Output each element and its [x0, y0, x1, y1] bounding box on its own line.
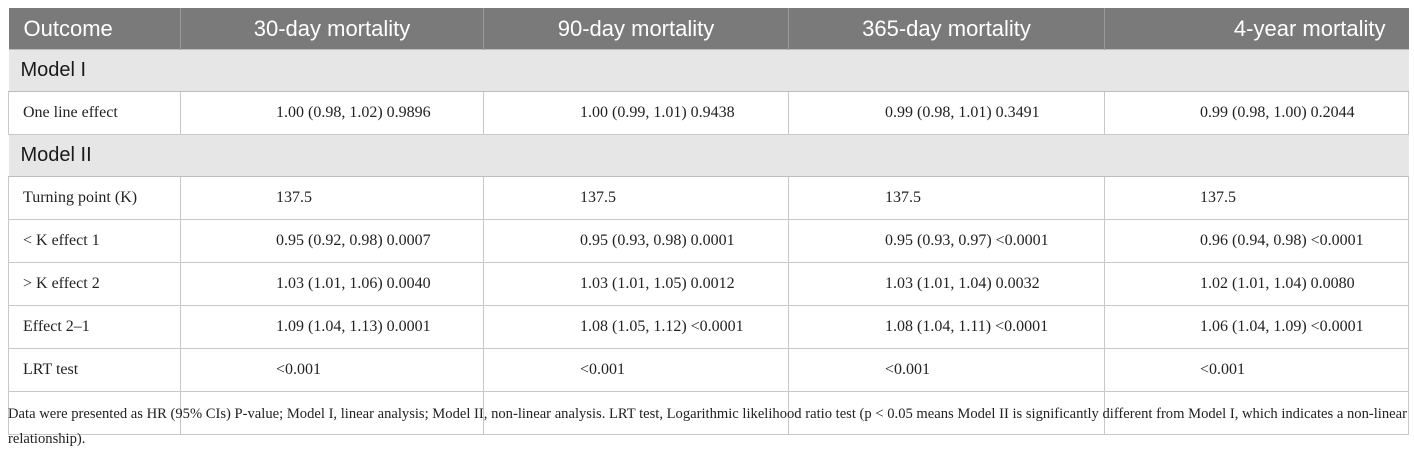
table-row: < K effect 1 0.95 (0.92, 0.98) 0.0007 0.… [8, 219, 1409, 263]
header-365-day: 365-day mortality [788, 8, 1105, 50]
cell-90-day: 1.03 (1.01, 1.05) 0.0012 [483, 262, 789, 306]
header-outcome: Outcome [8, 8, 181, 50]
row-label: Effect 2–1 [8, 305, 181, 349]
cell-4-year: 0.96 (0.94, 0.98) <0.0001 [1104, 219, 1409, 263]
cell-365-day [788, 391, 1105, 435]
cell-30-day: 1.09 (1.04, 1.13) 0.0001 [180, 305, 484, 349]
row-label: Turning point (K) [8, 176, 181, 220]
table-row: > K effect 2 1.03 (1.01, 1.06) 0.0040 1.… [8, 262, 1409, 306]
table-row [8, 391, 1409, 435]
cell-365-day: 1.08 (1.04, 1.11) <0.0001 [788, 305, 1105, 349]
cell-30-day: 0.95 (0.92, 0.98) 0.0007 [180, 219, 484, 263]
header-4-year: 4-year mortality [1104, 8, 1409, 50]
cell-4-year: 137.5 [1104, 176, 1409, 220]
cell-4-year [1104, 391, 1409, 435]
row-label [8, 391, 181, 435]
cell-90-day: 1.00 (0.99, 1.01) 0.9438 [483, 91, 789, 135]
header-row: Outcome 30-day mortality 90-day mortalit… [8, 8, 1409, 50]
section-title: Model I [8, 49, 1409, 92]
header-30-day: 30-day mortality [180, 8, 484, 50]
results-table: Outcome 30-day mortality 90-day mortalit… [8, 8, 1409, 435]
cell-4-year: <0.001 [1104, 348, 1409, 392]
table-row: Turning point (K) 137.5 137.5 137.5 137.… [8, 176, 1409, 220]
cell-90-day [483, 391, 789, 435]
section-row-model-ii: Model II [8, 134, 1409, 177]
table-row: LRT test <0.001 <0.001 <0.001 <0.001 [8, 348, 1409, 392]
section-title: Model II [8, 134, 1409, 177]
cell-90-day: 137.5 [483, 176, 789, 220]
cell-90-day: <0.001 [483, 348, 789, 392]
cell-4-year: 1.02 (1.01, 1.04) 0.0080 [1104, 262, 1409, 306]
cell-365-day: 137.5 [788, 176, 1105, 220]
cell-30-day [180, 391, 484, 435]
row-label: > K effect 2 [8, 262, 181, 306]
cell-4-year: 1.06 (1.04, 1.09) <0.0001 [1104, 305, 1409, 349]
cell-4-year: 0.99 (0.98, 1.00) 0.2044 [1104, 91, 1409, 135]
table-row: One line effect 1.00 (0.98, 1.02) 0.9896… [8, 91, 1409, 135]
row-label: LRT test [8, 348, 181, 392]
row-label: < K effect 1 [8, 219, 181, 263]
header-90-day: 90-day mortality [483, 8, 789, 50]
table-row: Effect 2–1 1.09 (1.04, 1.13) 0.0001 1.08… [8, 305, 1409, 349]
cell-365-day: 0.99 (0.98, 1.01) 0.3491 [788, 91, 1105, 135]
cell-30-day: 137.5 [180, 176, 484, 220]
cell-30-day: 1.00 (0.98, 1.02) 0.9896 [180, 91, 484, 135]
cell-365-day: 0.95 (0.93, 0.97) <0.0001 [788, 219, 1105, 263]
cell-365-day: <0.001 [788, 348, 1105, 392]
row-label: One line effect [8, 91, 181, 135]
cell-30-day: 1.03 (1.01, 1.06) 0.0040 [180, 262, 484, 306]
section-row-model-i: Model I [8, 49, 1409, 92]
cell-365-day: 1.03 (1.01, 1.04) 0.0032 [788, 262, 1105, 306]
table-footnote: Data were presented as HR (95% CIs) P-va… [8, 406, 1407, 447]
cell-90-day: 1.08 (1.05, 1.12) <0.0001 [483, 305, 789, 349]
cell-90-day: 0.95 (0.93, 0.98) 0.0001 [483, 219, 789, 263]
cell-30-day: <0.001 [180, 348, 484, 392]
